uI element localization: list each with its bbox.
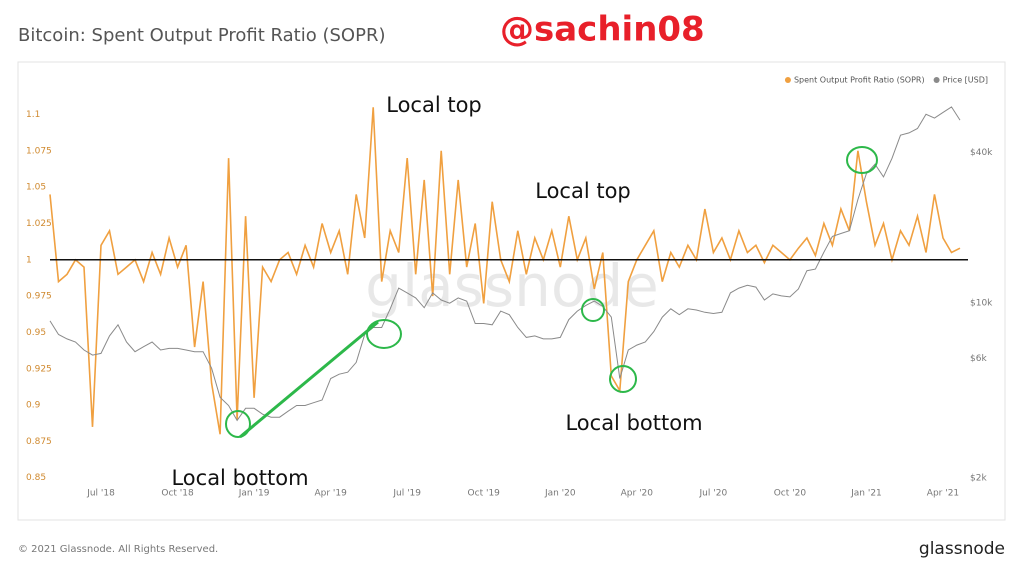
x-tick-label: Apr '19 <box>314 489 347 499</box>
circle <box>225 410 251 438</box>
circle <box>581 298 605 322</box>
y-tick-label: 1.075 <box>26 146 52 156</box>
y-tick-label: 0.975 <box>26 292 52 302</box>
y-tick-label: 0.95 <box>26 328 46 338</box>
y-tick-label: 0.9 <box>26 401 41 411</box>
x-tick-label: Jan '20 <box>544 489 576 499</box>
y-tick-label: 1.05 <box>26 183 46 193</box>
highlights <box>225 146 878 439</box>
x-tick-label: Oct '20 <box>774 489 807 499</box>
circle <box>609 365 637 393</box>
page-title: Bitcoin: Spent Output Profit Ratio (SOPR… <box>18 25 385 46</box>
legend-swatch <box>933 77 940 83</box>
circle <box>366 319 402 349</box>
x-tick-label: Jan '19 <box>238 489 270 499</box>
handle: @sachin08 <box>500 10 705 50</box>
annotation: Local bottom <box>565 411 702 435</box>
y-tick-label: 0.875 <box>26 437 52 447</box>
x-tick-label: Apr '21 <box>927 489 959 499</box>
legend-label: Spent Output Profit Ratio (SOPR) <box>794 76 925 85</box>
annotation: Local top <box>386 93 482 117</box>
trend-line <box>239 320 379 439</box>
brand: glassnode <box>919 539 1005 559</box>
x-tick-label: Oct '18 <box>161 489 194 499</box>
legend-label: Price [USD] <box>943 76 988 85</box>
y-tick-label: 0.925 <box>26 364 52 374</box>
chart-card <box>17 61 1006 521</box>
copyright: © 2021 Glassnode. All Rights Reserved. <box>18 544 218 555</box>
y2-tick-label: $6k <box>970 354 987 364</box>
series-line <box>49 107 961 435</box>
series-line <box>49 106 961 422</box>
y-tick-label: 1 <box>26 255 32 265</box>
x-tick-label: Jul '18 <box>86 489 115 499</box>
legend-swatch <box>784 77 791 83</box>
x-tick-label: Jan '21 <box>850 489 882 499</box>
y2-tick-label: $40k <box>970 148 993 158</box>
annotation: Local bottom <box>171 466 308 490</box>
plot: glassnode0.850.8750.90.9250.950.97511.02… <box>26 76 993 499</box>
y-tick-label: 1.025 <box>26 219 52 229</box>
x-tick-label: Oct '19 <box>468 489 501 499</box>
annotation: Local top <box>535 179 631 203</box>
x-tick-label: Jul '19 <box>392 489 421 499</box>
circle <box>846 146 878 174</box>
x-tick-label: Apr '20 <box>621 489 654 499</box>
x-tick-label: Jul '20 <box>699 489 728 499</box>
y-tick-label: 0.85 <box>26 473 46 483</box>
y-tick-label: 1.1 <box>26 110 40 120</box>
y2-tick-label: $2k <box>970 473 987 483</box>
y2-tick-label: $10k <box>970 299 993 309</box>
